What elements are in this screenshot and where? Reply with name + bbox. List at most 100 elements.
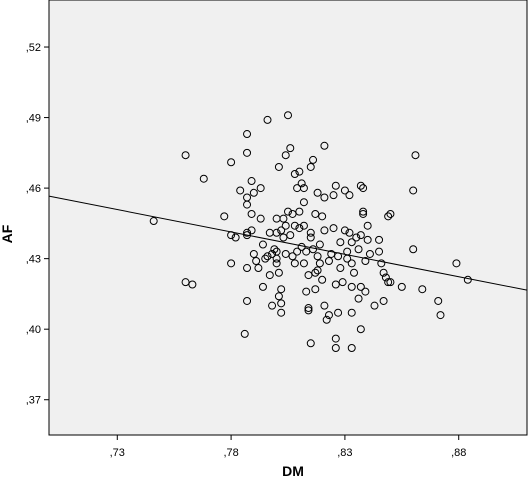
data-point: [254, 264, 263, 273]
data-point: [334, 308, 343, 317]
data-point: [313, 252, 322, 261]
y-tick-label: ,52: [26, 42, 41, 54]
y-tick-label: ,46: [26, 183, 41, 195]
data-point: [286, 231, 295, 240]
data-point: [340, 186, 349, 195]
data-point: [318, 275, 327, 284]
plot-area: [48, 0, 528, 436]
data-point: [370, 301, 379, 310]
data-point: [336, 264, 345, 273]
data-point: [247, 226, 256, 235]
x-tick-label: ,73: [110, 447, 125, 459]
x-tick-label: ,83: [337, 447, 352, 459]
data-point: [363, 235, 372, 244]
data-point: [306, 233, 315, 242]
data-point: [247, 209, 256, 218]
data-point: [313, 266, 322, 275]
data-point: [288, 252, 297, 261]
data-point: [324, 311, 333, 320]
data-point: [295, 224, 304, 233]
data-point: [243, 231, 252, 240]
data-point: [290, 170, 299, 178]
data-point: [354, 245, 363, 254]
data-point: [352, 233, 361, 242]
data-point: [258, 240, 267, 249]
data-point: [249, 188, 258, 197]
data-point: [361, 287, 370, 296]
data-point: [181, 278, 190, 287]
data-point: [361, 257, 370, 265]
data-point: [277, 299, 286, 308]
data-point: [338, 278, 347, 287]
data-point: [363, 221, 372, 230]
data-point: [315, 240, 324, 249]
data-point: [384, 278, 393, 287]
data-point: [359, 207, 368, 216]
data-point: [359, 209, 368, 218]
data-point: [320, 141, 329, 150]
data-point: [290, 221, 299, 230]
data-point: [236, 186, 245, 195]
data-point: [306, 339, 315, 348]
data-point: [356, 231, 365, 240]
data-point: [188, 280, 197, 289]
data-point: [272, 254, 281, 263]
data-point: [277, 308, 286, 317]
data-point: [379, 296, 388, 305]
data-point: [320, 301, 329, 310]
data-point: [347, 282, 356, 291]
data-point: [327, 249, 336, 258]
data-point: [311, 209, 320, 218]
data-point: [243, 296, 252, 305]
data-point: [268, 301, 277, 310]
fit-line: [48, 195, 528, 291]
y-axis-title: AF: [0, 224, 15, 243]
data-point: [384, 212, 393, 221]
data-point: [436, 311, 445, 320]
data-point: [279, 233, 288, 242]
y-tick-label: ,37: [26, 395, 41, 407]
data-point: [365, 249, 374, 258]
y-tick-label: ,43: [26, 254, 41, 266]
data-point: [220, 212, 229, 221]
data-point: [324, 257, 333, 265]
data-point: [347, 308, 356, 317]
data-point: [281, 249, 290, 258]
data-point: [272, 228, 281, 237]
data-point: [463, 275, 472, 284]
data-point: [311, 285, 320, 294]
data-point: [274, 292, 283, 301]
y-tick-label: ,49: [26, 113, 41, 125]
data-point: [286, 144, 295, 153]
data-point: [243, 130, 252, 139]
data-point: [274, 268, 283, 277]
data-point: [347, 238, 356, 247]
x-axis: ,73 ,78 ,83 ,88: [110, 435, 466, 459]
data-point: [336, 238, 345, 247]
data-point: [379, 268, 388, 277]
data-point: [243, 228, 252, 237]
data-point: [295, 207, 304, 216]
data-point: [313, 188, 322, 197]
data-point: [311, 268, 320, 277]
data-point: [290, 259, 299, 268]
data-point: [350, 268, 359, 277]
data-point: [418, 285, 427, 294]
data-point: [263, 252, 272, 261]
data-point: [309, 155, 318, 164]
data-point: [397, 282, 406, 291]
data-point: [354, 294, 363, 303]
data-point: [265, 271, 274, 280]
data-point: [340, 226, 349, 235]
data-point: [306, 228, 315, 237]
data-point: [272, 259, 281, 268]
data-point: [434, 296, 443, 305]
data-point: [331, 334, 340, 343]
x-tick-label: ,78: [223, 447, 238, 459]
data-point: [281, 151, 290, 160]
data-point: [331, 344, 340, 352]
data-point: [284, 207, 292, 216]
data-point: [356, 325, 365, 334]
data-point: [227, 259, 236, 268]
